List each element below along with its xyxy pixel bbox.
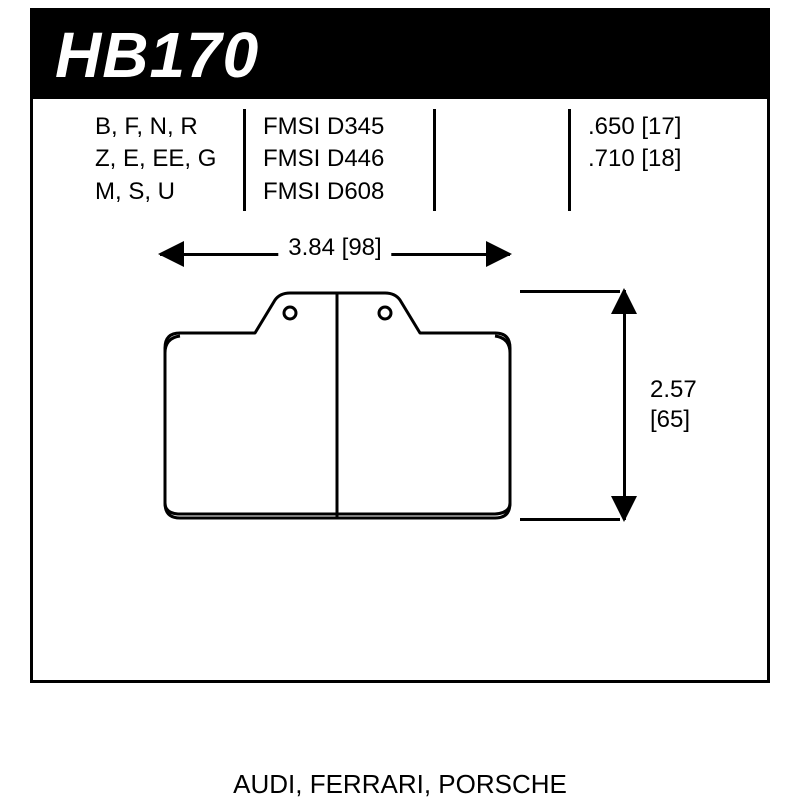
part-number: HB170	[55, 18, 259, 92]
thickness-line: .650 [17]	[588, 111, 681, 143]
column-divider	[243, 109, 246, 211]
height-value: 2.57 [65]	[650, 375, 697, 435]
fmsi-line: FMSI D446	[263, 143, 384, 175]
width-dimension: 3.84 [98]	[160, 240, 510, 270]
arrow-right-icon	[486, 241, 512, 267]
column-divider	[433, 109, 436, 211]
arrow-down-icon	[611, 496, 637, 522]
fmsi-line: FMSI D345	[263, 111, 384, 143]
diagram-area: 3.84 [98] 2.57 [65] AUDI, FERRARI, PORSC…	[30, 230, 770, 650]
header-bar: HB170	[33, 11, 767, 99]
compounds-column: B, F, N, R Z, E, EE, G M, S, U	[95, 111, 216, 208]
applications-label: AUDI, FERRARI, PORSCHE	[30, 769, 770, 800]
height-value-mm: [65]	[650, 405, 697, 435]
compound-line: B, F, N, R	[95, 111, 216, 143]
dimension-line	[623, 290, 626, 520]
extension-line	[520, 290, 620, 293]
fmsi-line: FMSI D608	[263, 176, 384, 208]
arrow-left-icon	[158, 241, 184, 267]
thickness-column: .650 [17] .710 [18]	[588, 111, 681, 176]
arrow-up-icon	[611, 288, 637, 314]
compound-line: Z, E, EE, G	[95, 143, 216, 175]
info-columns: B, F, N, R Z, E, EE, G M, S, U FMSI D345…	[33, 99, 767, 219]
height-dimension: 2.57 [65]	[610, 290, 640, 520]
brake-pad-outline	[160, 288, 515, 523]
width-value: 3.84 [98]	[278, 234, 391, 262]
height-value-in: 2.57	[650, 375, 697, 405]
fmsi-column: FMSI D345 FMSI D446 FMSI D608	[263, 111, 384, 208]
compound-line: M, S, U	[95, 176, 216, 208]
extension-line	[520, 518, 620, 521]
column-divider	[568, 109, 571, 211]
thickness-line: .710 [18]	[588, 143, 681, 175]
